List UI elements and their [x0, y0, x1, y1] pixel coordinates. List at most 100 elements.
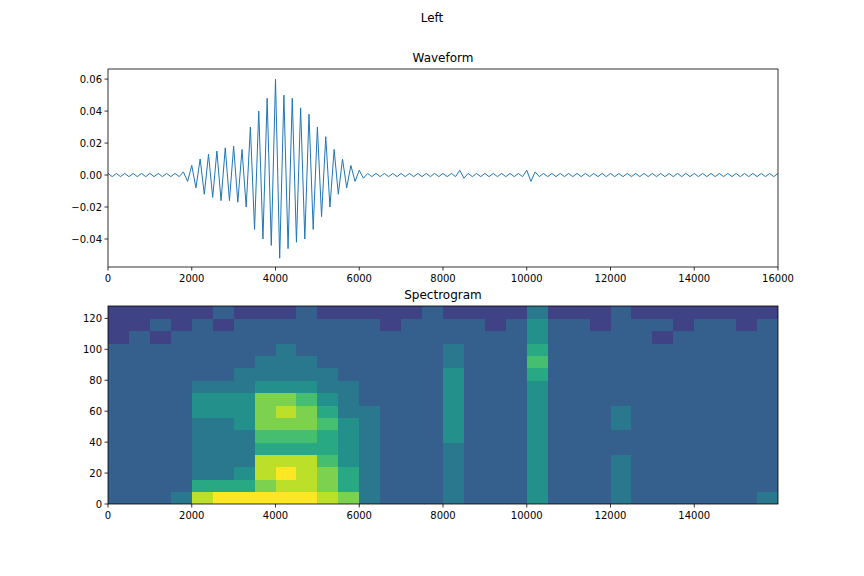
- heatmap-cell: [422, 455, 443, 468]
- heatmap-cell: [317, 405, 338, 418]
- heatmap-cell: [422, 430, 443, 443]
- heatmap-cell: [443, 492, 464, 504]
- heatmap-cell: [255, 405, 276, 418]
- x-tick: [275, 267, 276, 271]
- heatmap-cell: [506, 331, 527, 344]
- heatmap-cell: [108, 368, 129, 381]
- heatmap-cell: [192, 306, 213, 319]
- heatmap-cell: [380, 417, 401, 430]
- heatmap-cell: [276, 343, 297, 356]
- heatmap-cell: [317, 442, 338, 455]
- heatmap-cell: [652, 442, 673, 455]
- heatmap-cell: [548, 467, 569, 480]
- heatmap-cell: [129, 368, 150, 381]
- heatmap-cell: [171, 467, 192, 480]
- heatmap-cell: [548, 417, 569, 430]
- y-tick-label: 0: [96, 499, 102, 510]
- heatmap-cell: [506, 306, 527, 319]
- y-tick-label: 60: [89, 406, 102, 417]
- heatmap-cell: [296, 479, 317, 492]
- heatmap-cell: [317, 417, 338, 430]
- y-tick-label: 0.06: [80, 74, 102, 85]
- heatmap-cell: [317, 479, 338, 492]
- heatmap-cell: [108, 393, 129, 406]
- heatmap-cell: [150, 492, 171, 504]
- heatmap-cell: [380, 467, 401, 480]
- heatmap-cell: [213, 368, 234, 381]
- heatmap-cell: [296, 405, 317, 418]
- heatmap-cell: [673, 331, 694, 344]
- heatmap-cell: [443, 479, 464, 492]
- x-tick-label: 14000: [678, 510, 710, 521]
- heatmap-cell: [338, 331, 359, 344]
- heatmap-cell: [715, 356, 736, 369]
- heatmap-cell: [359, 430, 380, 443]
- heatmap-cell: [569, 405, 590, 418]
- heatmap-cell: [171, 331, 192, 344]
- heatmap-cell: [736, 442, 757, 455]
- heatmap-cell: [485, 455, 506, 468]
- x-tick-label: 0: [105, 273, 111, 284]
- x-tick-label: 12000: [595, 273, 627, 284]
- heatmap-cell: [171, 430, 192, 443]
- heatmap-cell: [338, 492, 359, 504]
- heatmap-cell: [150, 479, 171, 492]
- heatmap-cell: [213, 331, 234, 344]
- heatmap-cell: [757, 479, 778, 492]
- heatmap-cell: [694, 455, 715, 468]
- x-tick: [778, 267, 779, 271]
- heatmap-cell: [652, 417, 673, 430]
- heatmap-cell: [150, 318, 171, 331]
- heatmap-cell: [590, 417, 611, 430]
- heatmap-cell: [380, 430, 401, 443]
- heatmap-cell: [317, 368, 338, 381]
- heatmap-cell: [276, 306, 297, 319]
- heatmap-cell: [694, 479, 715, 492]
- heatmap-cell: [464, 318, 485, 331]
- heatmap-cell: [171, 492, 192, 504]
- heatmap-cell: [443, 417, 464, 430]
- heatmap-cell: [652, 430, 673, 443]
- heatmap-cell: [150, 380, 171, 393]
- heatmap-cell: [380, 479, 401, 492]
- heatmap-cell: [673, 368, 694, 381]
- heatmap-cell: [296, 393, 317, 406]
- heatmap-cell: [213, 492, 234, 504]
- heatmap-cell: [108, 318, 129, 331]
- y-tick-label: −0.02: [71, 202, 102, 213]
- heatmap-cell: [548, 430, 569, 443]
- heatmap-cell: [380, 393, 401, 406]
- heatmap-cell: [611, 356, 632, 369]
- heatmap-cell: [380, 356, 401, 369]
- heatmap-cell: [631, 343, 652, 356]
- heatmap-cell: [548, 368, 569, 381]
- heatmap-cell: [611, 492, 632, 504]
- heatmap-cell: [715, 380, 736, 393]
- x-tick-label: 12000: [595, 510, 627, 521]
- heatmap-cell: [631, 380, 652, 393]
- heatmap-cell: [171, 442, 192, 455]
- x-tick-label: 16000: [762, 273, 794, 284]
- heatmap-cell: [569, 368, 590, 381]
- heatmap-cell: [569, 331, 590, 344]
- heatmap-cell: [422, 467, 443, 480]
- heatmap-cell: [380, 405, 401, 418]
- heatmap-cell: [506, 318, 527, 331]
- heatmap-cell: [276, 368, 297, 381]
- heatmap-cell: [422, 343, 443, 356]
- heatmap-cell: [129, 393, 150, 406]
- heatmap-cell: [631, 455, 652, 468]
- heatmap-cell: [527, 479, 548, 492]
- heatmap-cell: [276, 331, 297, 344]
- x-tick: [108, 267, 109, 271]
- x-tick-label: 10000: [511, 273, 543, 284]
- suptitle: Left: [421, 11, 444, 25]
- heatmap-cell: [694, 331, 715, 344]
- heatmap-cell: [611, 393, 632, 406]
- heatmap-cell: [464, 306, 485, 319]
- heatmap-cell: [569, 492, 590, 504]
- heatmap-cell: [192, 430, 213, 443]
- y-tick-label: −0.04: [71, 234, 102, 245]
- heatmap-cell: [192, 318, 213, 331]
- y-tick: [105, 442, 109, 443]
